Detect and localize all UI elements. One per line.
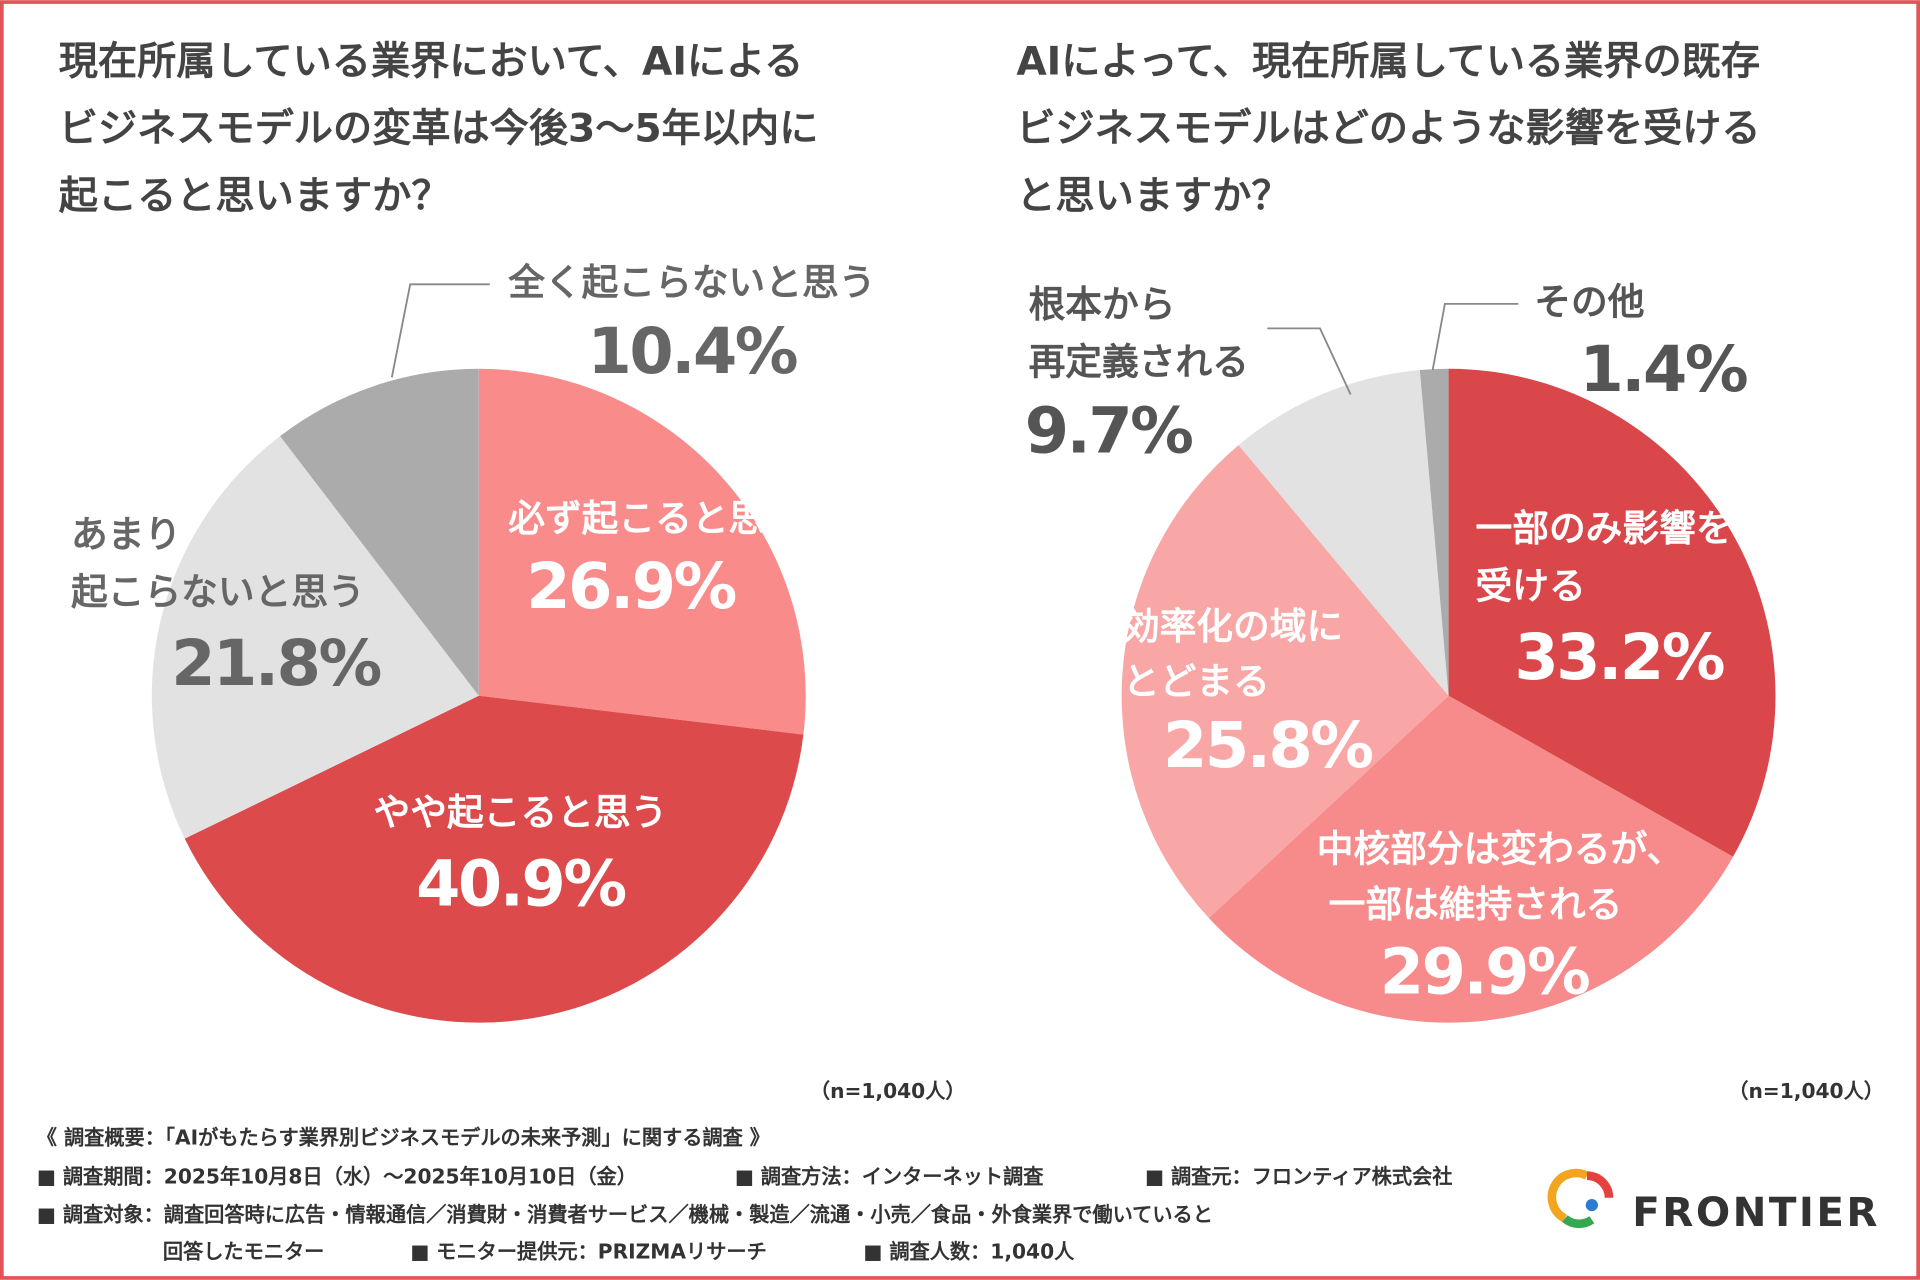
chart-title: AIによって、現在所属している業界の既存	[1016, 39, 1760, 84]
pie-slice	[151, 436, 479, 839]
slice-label: 一部のみ影響を	[1476, 507, 1733, 550]
pie-slice	[184, 695, 804, 1023]
footer-target: 回答したモニター	[163, 1239, 325, 1263]
leader-line	[1267, 327, 1352, 395]
leader-line	[1431, 302, 1519, 371]
pie-slice	[1419, 368, 1449, 696]
slice-label: 起こらないと思う	[71, 571, 365, 614]
footer-target: ■ 調査対象：調査回答時に広告・情報通信／消費財・消費者サービス／機械・製造／流…	[37, 1203, 1213, 1227]
value-label: 40.9%	[416, 848, 625, 922]
pie-slice	[1448, 368, 1776, 857]
value-label: 1.4%	[1579, 333, 1746, 407]
pie-slice	[478, 368, 806, 735]
chart-title: と思いますか？	[1016, 174, 1290, 219]
pie-slice	[1238, 370, 1449, 696]
slice-label: やや起こると思う	[374, 791, 668, 834]
value-label: 25.8%	[1163, 709, 1372, 783]
value-label: 10.4%	[588, 315, 797, 389]
slice-label: 必ず起こると思う	[508, 497, 802, 540]
logo-text: FRONTIER	[1632, 1188, 1880, 1236]
sample-note: （n=1,040人）	[810, 1079, 966, 1103]
sample-note: （n=1,040人）	[1728, 1079, 1884, 1103]
slice-label: 再定義される	[1029, 340, 1249, 383]
pie-slice	[1121, 445, 1449, 919]
footer-count: ■ 調査人数：1,040人	[863, 1239, 1075, 1263]
slice-label: 根本から	[1029, 283, 1176, 326]
slice-label: 一部は維持される	[1329, 883, 1623, 926]
value-label: 21.8%	[171, 627, 380, 701]
footer-method: ■ 調査方法：インターネット調査	[735, 1165, 1045, 1189]
footer-period: ■ 調査期間：2025年10月8日（水）～2025年10月10日（金）	[37, 1165, 637, 1189]
footer-source: ■ 調査元：フロンティア株式会社	[1145, 1165, 1453, 1189]
chart-title: ビジネスモデルの変革は今後3〜5年以内に	[59, 107, 819, 152]
leader-line	[390, 283, 490, 378]
chart-title: 起こると思いますか？	[59, 174, 451, 219]
value-label: 9.7%	[1025, 394, 1192, 468]
logo-icon	[1547, 1168, 1614, 1229]
slice-label: 受ける	[1476, 564, 1586, 607]
slice-label: その他	[1534, 280, 1644, 323]
slice-label: 効率化の域に	[1123, 605, 1343, 648]
footer-heading: 《 調査概要：「AIがもたらす業界別ビジネスモデルの未来予測」に関する調査 》	[37, 1125, 770, 1149]
chart-title: ビジネスモデルはどのような影響を受ける	[1016, 107, 1760, 152]
pie-slice	[1208, 695, 1734, 1023]
slice-label: とどまる	[1123, 660, 1270, 703]
slice-label: 全く起こらないと思う	[507, 261, 875, 304]
value-label: 29.9%	[1380, 936, 1589, 1010]
footer-provider: ■ モニター提供元：PRIZMAリサーチ	[410, 1239, 767, 1263]
chart-title: 現在所属している業界において、AIによる	[59, 39, 804, 84]
pie-slice	[280, 368, 479, 696]
value-label: 26.9%	[526, 550, 735, 624]
value-label: 33.2%	[1514, 621, 1723, 695]
slice-label: 中核部分は変わるが、	[1317, 828, 1683, 871]
slice-label: あまり	[71, 513, 181, 556]
